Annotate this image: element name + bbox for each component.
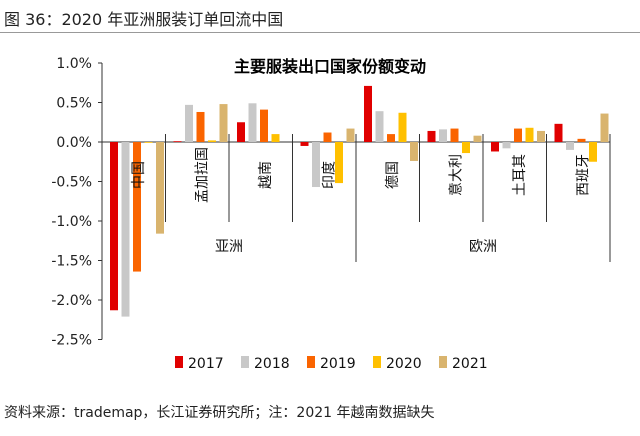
bar-2019	[323, 132, 332, 142]
title-divider	[0, 32, 640, 33]
group-label: 欧洲	[469, 239, 497, 255]
bar-2018	[502, 142, 511, 149]
y-tick-label: -2.5%	[51, 333, 92, 349]
bar-2018	[375, 111, 384, 142]
bar-2019	[133, 142, 141, 272]
bar-2019	[387, 134, 395, 142]
legend-label: 2017	[188, 356, 224, 372]
y-tick-label: -0.5%	[51, 175, 92, 191]
bar-2020	[335, 142, 343, 184]
bar-2020	[271, 134, 280, 142]
y-tick-label: 0.0%	[56, 135, 92, 151]
bar-2020	[589, 142, 597, 162]
y-tick-label: 1.0%	[56, 56, 92, 72]
bar-2018	[248, 103, 257, 142]
category-label: 孟加拉国	[194, 147, 210, 203]
y-tick-label: -1.5%	[51, 254, 92, 270]
bar-2017	[427, 130, 436, 142]
category-label: 意大利	[447, 154, 464, 196]
bar-2021	[346, 128, 355, 142]
bar-2021	[537, 130, 545, 142]
bar-2020	[525, 127, 534, 142]
y-tick-label: -1.0%	[51, 214, 92, 230]
bar-2019	[196, 111, 205, 142]
bar-2021	[219, 104, 228, 142]
chart-title: 主要服装出口国家份额变动	[234, 57, 426, 76]
bar-2017	[300, 142, 309, 146]
bar-2021	[600, 113, 609, 142]
legend-label: 2019	[320, 356, 356, 372]
category-label: 德国	[385, 161, 401, 189]
legend-label: 2018	[254, 356, 290, 372]
bar-2017	[491, 142, 499, 152]
bar-2020	[398, 112, 407, 142]
figure-title: 图 36：2020 年亚洲服装订单回流中国	[4, 10, 284, 29]
bar-2017	[364, 85, 372, 142]
bar-2017	[554, 123, 563, 142]
category-label: 土耳其	[512, 154, 528, 196]
bar-2021	[410, 142, 418, 161]
bar-2019	[577, 138, 586, 142]
legend-label: 2021	[452, 356, 488, 372]
bar-2020	[144, 142, 153, 143]
bar-2018	[312, 142, 320, 188]
legend-swatch-2019	[307, 356, 315, 368]
group-label: 亚洲	[215, 239, 243, 255]
bar-2021	[473, 135, 482, 142]
bar-2020	[462, 142, 470, 154]
legend-swatch-2018	[241, 356, 249, 368]
bar-2017	[110, 142, 118, 311]
bar-2018	[185, 104, 193, 142]
bar-2018	[566, 142, 574, 150]
bar-2017	[237, 122, 245, 142]
bar-2019	[260, 109, 268, 142]
category-label: 越南	[258, 161, 274, 189]
category-label: 西班牙	[575, 154, 591, 196]
bar-2019	[514, 128, 522, 142]
legend-label: 2020	[386, 356, 422, 372]
bar-2017	[173, 141, 182, 143]
bar-2018	[121, 142, 130, 317]
y-tick-label: -2.0%	[51, 293, 92, 309]
category-label: 印度	[321, 161, 337, 189]
bar-2021	[156, 142, 164, 234]
bar-2018	[439, 129, 447, 142]
bar-2019	[450, 128, 459, 142]
legend-swatch-2020	[373, 356, 381, 368]
bar-chart: 主要服装出口国家份额变动 1.0% 0.5% 0.0% -0.5% -1.0% -1.5% -…	[51, 56, 611, 372]
source-note: 资料来源：trademap，长江证券研究所；注：2021 年越南数据缺失	[4, 405, 435, 421]
legend-swatch-2017	[175, 356, 183, 368]
legend-swatch-2021	[439, 356, 447, 368]
category-label: 中国	[131, 161, 147, 189]
y-tick-label: 0.5%	[56, 96, 92, 112]
bar-2020	[208, 140, 216, 142]
